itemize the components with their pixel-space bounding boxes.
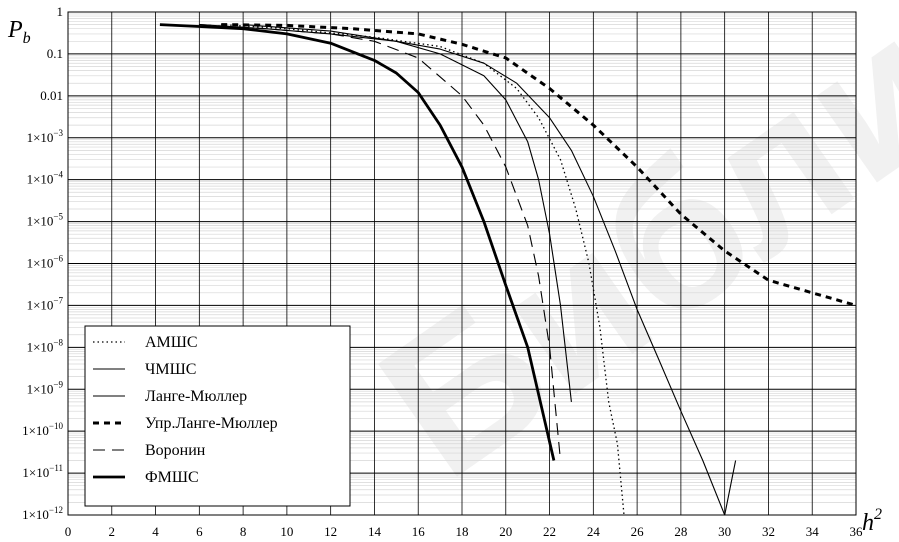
- x-axis-title-main: h: [862, 510, 874, 536]
- x-tick-label: 4: [152, 524, 159, 539]
- plot-frame: [67, 11, 857, 516]
- x-axis-title: h2: [862, 506, 882, 536]
- x-tick-label: 20: [499, 524, 512, 539]
- series-line: [199, 24, 562, 461]
- x-tick-label: 18: [456, 524, 469, 539]
- x-tick-label: 16: [412, 524, 426, 539]
- series-line: [199, 24, 737, 516]
- x-tick-label: 32: [762, 524, 775, 539]
- legend-label: ЧМШС: [145, 361, 196, 378]
- y-axis-tick-labels: 1 0.1 0.01 1×10−3 1×10−4 1×10−5 1×10−6 1×10−7 1×…: [22, 4, 63, 522]
- x-tick-label: 28: [674, 524, 687, 539]
- x-axis-title-sup: 2: [874, 506, 882, 523]
- y-tick-label: 1×10−7: [27, 295, 64, 312]
- y-tick-label: 0.1: [47, 46, 63, 61]
- y-tick-label: 0.01: [40, 88, 63, 103]
- y-tick-label: 1×10−12: [22, 505, 63, 522]
- x-axis-tick-labels: 0 2 4 6 8 10 12 14 16 18 20 22 24 26 28 30 32 34 36: [65, 524, 863, 539]
- legend: АМШС ЧМШС Ланге-Мюллер Упр.Ланге-Мюллер Воро…: [84, 325, 351, 507]
- x-tick-label: 14: [368, 524, 382, 539]
- x-tick-label: 6: [196, 524, 203, 539]
- x-tick-label: 26: [631, 524, 645, 539]
- x-tick-label: 2: [109, 524, 116, 539]
- series-line: [243, 24, 572, 402]
- series-lines: [159, 23, 857, 516]
- y-tick-label: 1×10−9: [27, 379, 64, 396]
- x-tick-label: 8: [240, 524, 247, 539]
- x-tick-label: 22: [543, 524, 556, 539]
- legend-label: Ланге-Мюллер: [145, 388, 247, 405]
- y-tick-label: 1×10−8: [27, 337, 64, 354]
- y-axis-title-sub: b: [23, 30, 31, 47]
- y-tick-label: 1×10−3: [27, 128, 64, 145]
- x-tick-label: 36: [850, 524, 864, 539]
- y-tick-label: 1×10−11: [22, 463, 63, 480]
- x-tick-label: 24: [587, 524, 601, 539]
- legend-label: Воронин: [145, 442, 206, 459]
- y-tick-label: 1×10−6: [27, 254, 64, 271]
- legend-label: АМШС: [145, 334, 198, 351]
- grid: [67, 11, 857, 516]
- x-tick-label: 12: [324, 524, 337, 539]
- y-tick-label: 1×10−10: [22, 421, 63, 438]
- legend-label: ФМШС: [145, 469, 199, 486]
- x-tick-label: 10: [280, 524, 293, 539]
- y-axis-title-main: P: [7, 17, 23, 43]
- y-tick-label: 1×10−4: [27, 170, 64, 187]
- x-tick-label: 0: [65, 524, 72, 539]
- x-tick-label: 34: [806, 524, 820, 539]
- watermark-text: Библиотека БГУИР: [343, 0, 899, 520]
- series-line: [159, 23, 556, 461]
- legend-label: Упр.Ланге-Мюллер: [145, 415, 278, 432]
- legend-box: [84, 325, 351, 507]
- y-tick-label: 1: [57, 4, 64, 19]
- x-tick-label: 30: [718, 524, 731, 539]
- y-axis-title: Pb: [7, 17, 31, 47]
- y-tick-label: 1×10−5: [27, 212, 64, 229]
